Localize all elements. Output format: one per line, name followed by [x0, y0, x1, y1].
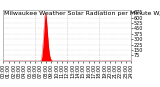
Text: Milwaukee Weather Solar Radiation per Minute W/m2 (24 Hours): Milwaukee Weather Solar Radiation per Mi… — [4, 11, 160, 16]
